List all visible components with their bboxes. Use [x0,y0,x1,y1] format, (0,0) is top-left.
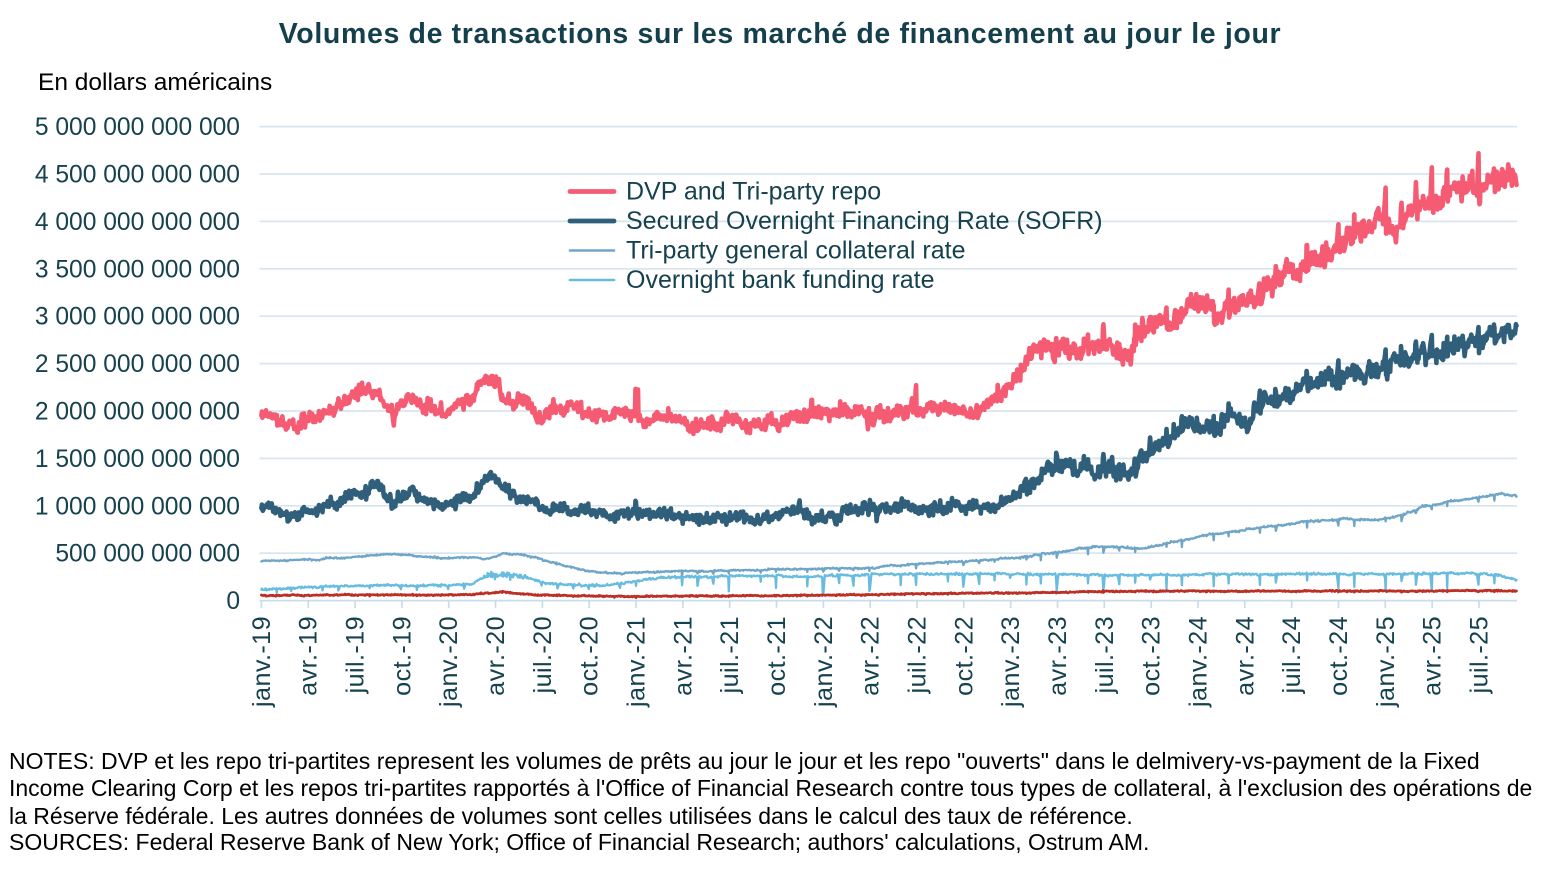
svg-text:1 000 000 000 000: 1 000 000 000 000 [35,493,240,520]
svg-text:oct.-21: oct.-21 [763,616,791,696]
svg-text:juil.-21: juil.-21 [716,616,744,694]
svg-text:janv.-19: janv.-19 [248,616,276,708]
svg-text:avr.-25: avr.-25 [1419,616,1447,696]
svg-text:4 000 000 000 000: 4 000 000 000 000 [35,209,240,236]
svg-text:juil.-20: juil.-20 [529,616,557,694]
svg-text:janv.-24: janv.-24 [1185,616,1213,708]
svg-text:avr.-23: avr.-23 [1044,616,1072,696]
svg-text:avr.-22: avr.-22 [857,616,885,696]
svg-text:juil.-25: juil.-25 [1466,616,1494,694]
svg-text:Tri-party general collateral r: Tri-party general collateral rate [626,237,966,265]
svg-text:2 000 000 000 000: 2 000 000 000 000 [35,399,240,426]
svg-text:3 000 000 000 000: 3 000 000 000 000 [35,304,240,331]
svg-text:avr.-19: avr.-19 [295,616,323,696]
svg-text:3 500 000 000 000: 3 500 000 000 000 [35,256,240,283]
svg-text:oct.-20: oct.-20 [576,616,604,696]
svg-text:oct.-19: oct.-19 [388,616,416,696]
svg-text:4 500 000 000 000: 4 500 000 000 000 [35,162,240,189]
svg-text:En dollars américains: En dollars américains [38,69,272,96]
svg-text:oct.-24: oct.-24 [1325,616,1353,696]
svg-text:Secured Overnight Financing Ra: Secured Overnight Financing Rate (SOFR) [626,207,1103,235]
svg-text:avr.-24: avr.-24 [1231,616,1259,696]
svg-text:janv.-23: janv.-23 [997,616,1025,708]
svg-text:avr.-20: avr.-20 [482,616,510,696]
svg-text:juil.-23: juil.-23 [1091,616,1119,694]
svg-text:0: 0 [226,588,240,615]
svg-text:janv.-25: janv.-25 [1372,616,1400,708]
svg-text:juil.-24: juil.-24 [1278,616,1306,694]
svg-text:1 500 000 000 000: 1 500 000 000 000 [35,446,240,473]
svg-text:2 500 000 000 000: 2 500 000 000 000 [35,351,240,378]
svg-text:Overnight bank funding rate: Overnight bank funding rate [626,266,935,294]
svg-text:oct.-23: oct.-23 [1138,616,1166,696]
svg-text:juil.-22: juil.-22 [904,616,932,694]
svg-text:janv.-22: janv.-22 [810,616,838,708]
svg-text:DVP and Tri-party repo: DVP and Tri-party repo [626,178,881,206]
svg-text:janv.-20: janv.-20 [435,616,463,708]
svg-text:500 000 000 000: 500 000 000 000 [55,541,240,568]
svg-text:5 000 000 000 000: 5 000 000 000 000 [35,114,240,141]
svg-text:oct.-22: oct.-22 [950,616,978,696]
svg-text:janv.-21: janv.-21 [623,616,651,708]
svg-text:juil.-19: juil.-19 [342,616,370,694]
svg-text:Volumes de transactions sur le: Volumes de transactions sur les marché d… [279,18,1282,50]
svg-text:avr.-21: avr.-21 [669,616,697,696]
